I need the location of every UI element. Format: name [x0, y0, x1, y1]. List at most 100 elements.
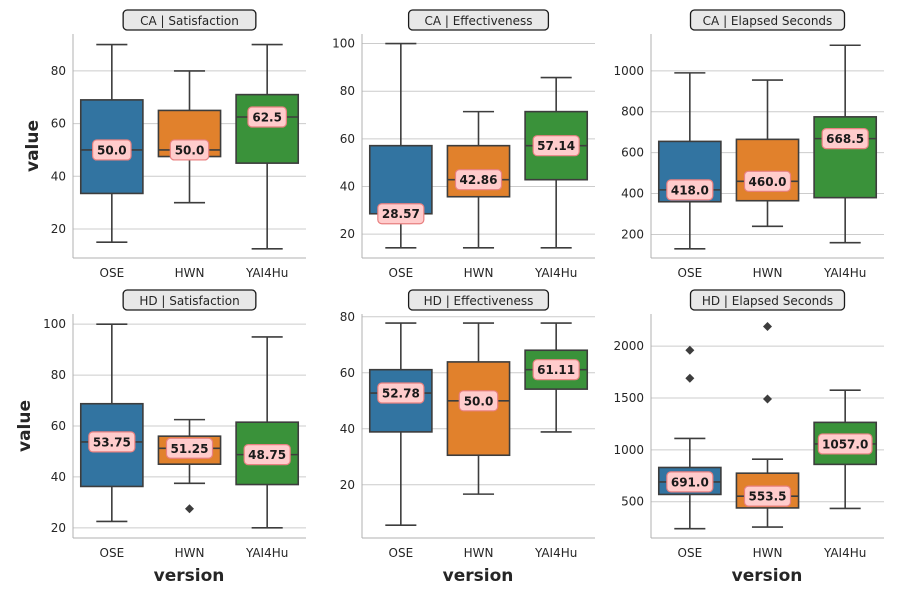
- box-OSE: 418.0: [657, 72, 722, 250]
- median-label-box: [821, 128, 869, 150]
- panel-3: 20 40 60 80 100 53.75 OSE 51.25 HWN 48.75 YAI4Hu HD…: [43, 289, 306, 560]
- x-tick-label: HWN: [175, 266, 205, 280]
- y-tick-label: 200: [621, 227, 644, 241]
- median-label-box: [377, 203, 425, 225]
- y-tick-label: 100: [332, 37, 355, 51]
- median-label-text: 62.5: [252, 111, 282, 125]
- x-tick-label: OSE: [389, 546, 414, 560]
- panel-title: CA | Satisfaction: [122, 9, 257, 31]
- panel-title-text: CA | Elapsed Seconds: [703, 14, 833, 28]
- median-label: 460.0: [743, 170, 792, 192]
- x-tick-label: YAI4Hu: [245, 266, 288, 280]
- y-tick-label: 20: [340, 227, 355, 241]
- median-label-box: [532, 359, 580, 381]
- outlier-point: [685, 345, 695, 355]
- x-tick-label: OSE: [389, 266, 414, 280]
- median-label-box: [743, 485, 792, 507]
- panel-title-text: CA | Effectiveness: [424, 14, 532, 28]
- panel-title-box: [407, 9, 550, 31]
- median-label-box: [532, 135, 580, 157]
- box-body: [235, 93, 300, 164]
- box-body: [368, 144, 433, 215]
- median-label: 48.75: [243, 444, 291, 466]
- median-label-box: [743, 170, 792, 192]
- x-axis-title-left: version: [154, 566, 225, 586]
- y-tick-label: 60: [340, 366, 355, 380]
- x-tick-label: OSE: [678, 266, 703, 280]
- median-label-box: [817, 433, 873, 455]
- median-label-text: 418.0: [671, 183, 709, 197]
- panel-title-text: HD | Elapsed Seconds: [702, 294, 833, 308]
- median-label: 691.0: [666, 471, 714, 493]
- x-tick-label: HWN: [753, 546, 783, 560]
- median-label-text: 691.0: [671, 475, 709, 489]
- box-OSE: 691.0: [657, 345, 722, 530]
- median-label-text: 51.25: [171, 442, 209, 456]
- box-YAI4Hu: 62.5: [235, 43, 300, 250]
- x-tick-label: HWN: [464, 546, 494, 560]
- x-tick-label: YAI4Hu: [823, 266, 866, 280]
- panel-2: 200 400 600 800 1000 418.0 OSE 460.0 HWN 668.5 YAI…: [613, 9, 884, 280]
- y-tick-label: 60: [51, 117, 66, 131]
- y-tick-label: 2000: [613, 339, 644, 353]
- y-tick-label: 20: [51, 521, 66, 535]
- median-label-box: [247, 106, 287, 128]
- y-tick-label: 100: [43, 317, 66, 331]
- x-tick-label: YAI4Hu: [823, 546, 866, 560]
- outlier-point: [185, 504, 194, 514]
- y-tick-label: 1500: [613, 391, 644, 405]
- median-label-text: 50.0: [97, 143, 127, 157]
- median-label-text: 57.14: [537, 139, 575, 153]
- y-tick-label: 1000: [613, 64, 644, 78]
- box-YAI4Hu: 57.14: [524, 76, 589, 249]
- x-tick-label: YAI4Hu: [245, 546, 288, 560]
- box-HWN: 460.0: [735, 79, 800, 228]
- y-axis-title-bottom: value: [15, 400, 35, 452]
- y-axis-title-top: value: [23, 120, 43, 172]
- box-YAI4Hu: 1057.0: [813, 389, 878, 510]
- median-label-text: 53.75: [93, 435, 131, 449]
- y-tick-label: 40: [51, 470, 66, 484]
- y-tick-label: 40: [340, 180, 355, 194]
- panel-title-text: HD | Satisfaction: [139, 294, 239, 308]
- panel-title-box: [122, 289, 257, 311]
- outlier-point: [685, 373, 695, 383]
- median-label: 553.5: [743, 485, 792, 507]
- x-tick-label: OSE: [100, 266, 125, 280]
- median-label: 668.5: [821, 128, 869, 150]
- panel-0: 20 40 60 80 50.0 OSE 50.0 HWN 62.5 YAI4Hu CA | Sat…: [51, 9, 306, 280]
- median-label-box: [88, 431, 136, 453]
- median-label-box: [92, 139, 132, 161]
- y-tick-label: 60: [51, 419, 66, 433]
- median-label: 61.11: [532, 359, 580, 381]
- outlier-point: [763, 321, 772, 331]
- y-tick-label: 600: [621, 146, 644, 160]
- median-label-box: [169, 139, 210, 161]
- x-tick-label: HWN: [464, 266, 494, 280]
- y-tick-label: 40: [340, 422, 355, 436]
- median-label-box: [377, 382, 425, 404]
- y-tick-label: 80: [340, 310, 355, 324]
- x-tick-label: OSE: [100, 546, 125, 560]
- panel-4: 20 40 60 80 52.78 OSE 50.0 HWN 61.11 YAI4Hu HD | E…: [340, 289, 595, 560]
- box-HWN: 553.5: [735, 321, 800, 528]
- median-label-text: 50.0: [464, 394, 494, 408]
- box-HWN: 51.25: [157, 418, 222, 514]
- y-tick-label: 400: [621, 187, 644, 201]
- x-tick-label: HWN: [175, 546, 205, 560]
- panel-title-text: CA | Satisfaction: [140, 14, 239, 28]
- panel-title: HD | Elapsed Seconds: [689, 289, 846, 311]
- box-YAI4Hu: 668.5: [813, 44, 878, 244]
- median-label-box: [458, 390, 499, 412]
- panel-5: 500 1000 1500 2000 691.0 OSE 553.5 HWN 1057.0 YAI…: [613, 289, 884, 560]
- median-label: 50.0: [169, 139, 210, 161]
- box-OSE: 52.78: [368, 322, 433, 527]
- y-tick-label: 80: [340, 84, 355, 98]
- median-label: 62.5: [247, 106, 287, 128]
- median-label: 1057.0: [817, 433, 873, 455]
- panel-title: HD | Effectiveness: [407, 289, 550, 311]
- box-OSE: 28.57: [368, 42, 433, 249]
- box-OSE: 50.0: [79, 43, 144, 243]
- panel-title: CA | Effectiveness: [407, 9, 550, 31]
